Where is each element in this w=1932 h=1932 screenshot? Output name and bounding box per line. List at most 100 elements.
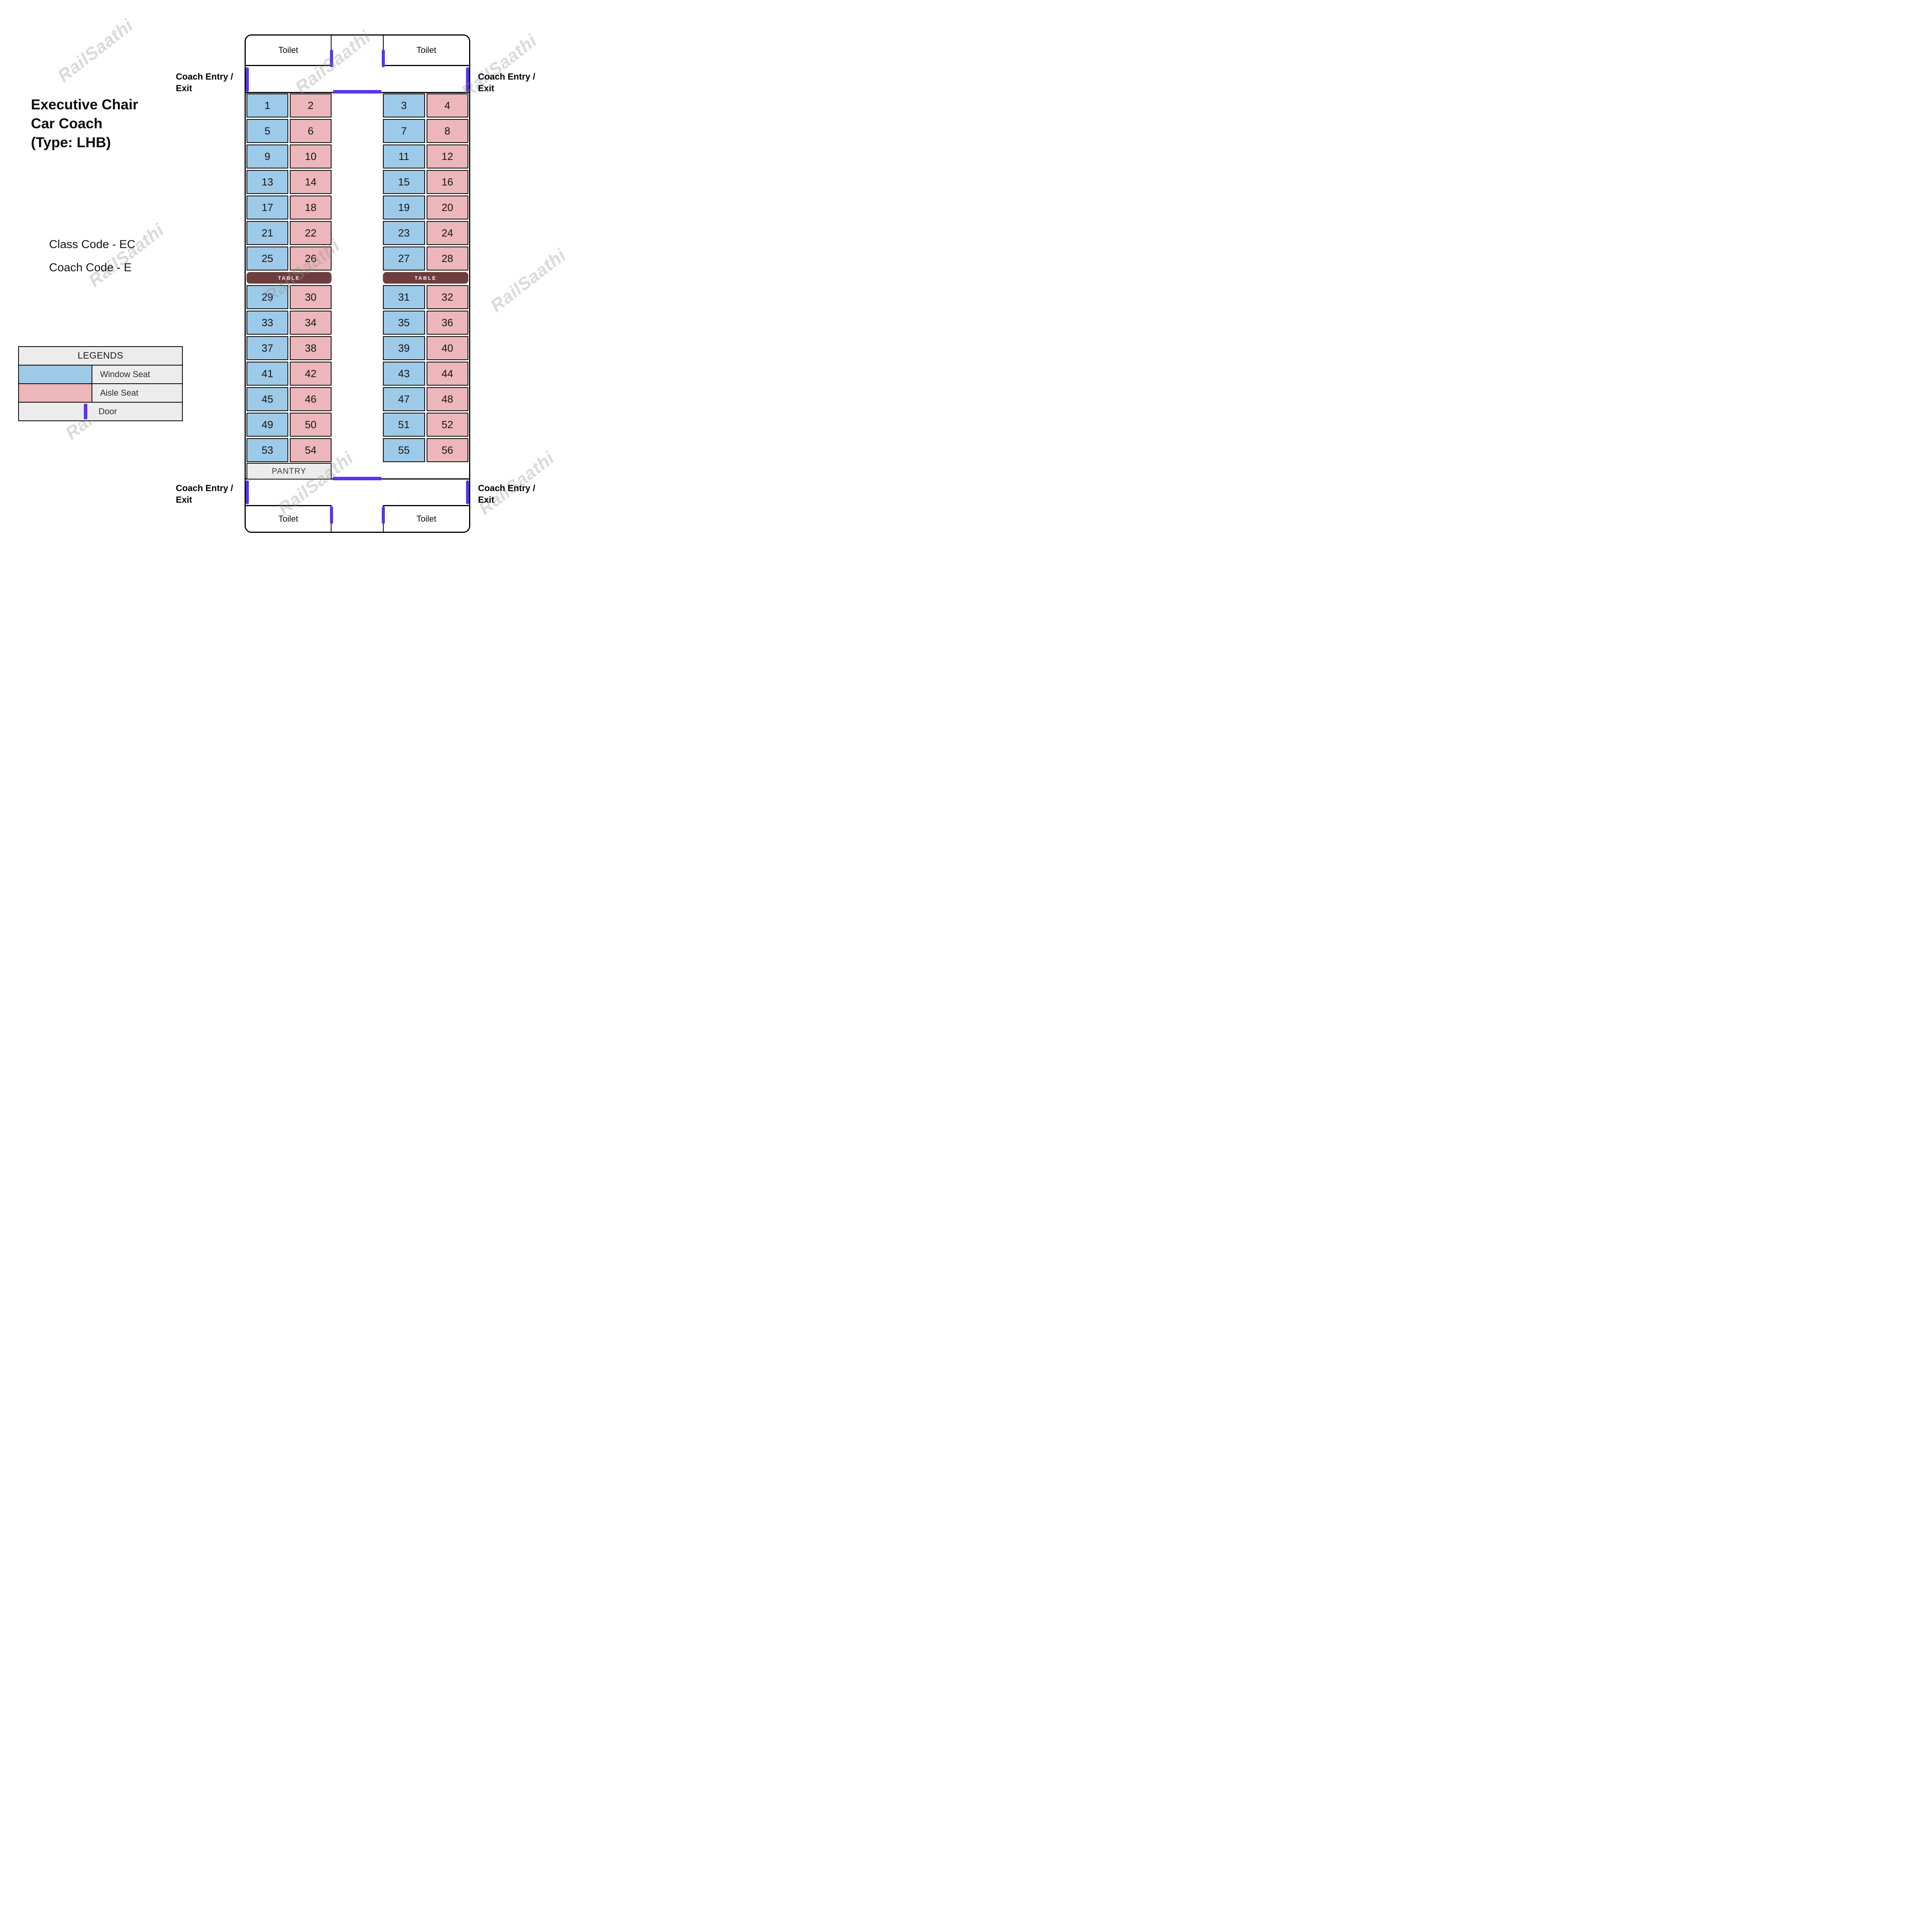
seat-row: 43 44	[383, 362, 468, 386]
seat[interactable]: 11	[383, 145, 425, 168]
seat[interactable]: 41	[247, 362, 288, 386]
seat[interactable]: 37	[247, 336, 288, 360]
door-marker	[330, 506, 333, 524]
seat-row: 9 10	[247, 145, 332, 168]
door-marker	[246, 67, 249, 92]
seat[interactable]: 48	[426, 387, 468, 411]
seat[interactable]: 13	[247, 170, 288, 194]
seat[interactable]: 17	[247, 196, 288, 219]
seat[interactable]: 20	[426, 196, 468, 219]
page-title-line: Executive Chair	[31, 97, 138, 112]
watermark: RailSaathi	[53, 15, 137, 86]
page-title: Executive Chair Car Coach (Type: LHB)	[31, 95, 138, 152]
toilet-bottom-left: Toilet	[246, 505, 332, 532]
seat-row: 27 28	[383, 247, 468, 270]
seat[interactable]: 24	[426, 221, 468, 245]
seat[interactable]: 3	[383, 94, 425, 117]
window-seat-swatch	[19, 366, 92, 383]
coach-codes: Class Code - EC Coach Code - E	[49, 238, 135, 284]
seat-row: 23 24	[383, 221, 468, 245]
seat[interactable]: 51	[383, 413, 425, 437]
pantry-label: PANTRY	[272, 466, 306, 476]
seat[interactable]: 28	[426, 247, 468, 270]
seat[interactable]: 45	[247, 387, 288, 411]
aisle-seat-label: Aisle Seat	[92, 384, 182, 402]
seat[interactable]: 8	[426, 119, 468, 143]
seat[interactable]: 31	[383, 285, 425, 309]
toilet-label: Toilet	[416, 514, 437, 524]
legend-row-door: Door	[19, 403, 182, 420]
seat-row: 29 30	[247, 285, 332, 309]
door-marker	[333, 90, 381, 94]
seat[interactable]: 19	[383, 196, 425, 219]
entry-exit-label-bottom-right: Coach Entry / Exit	[478, 482, 549, 506]
seat[interactable]: 30	[290, 285, 332, 309]
seat[interactable]: 35	[383, 311, 425, 335]
toilet-label: Toilet	[278, 45, 298, 55]
seat-map-page: RailSaathi RailSaathi RailSaathi RailSaa…	[0, 0, 568, 576]
seat[interactable]: 36	[426, 311, 468, 335]
page-title-line: (Type: LHB)	[31, 134, 111, 151]
seat[interactable]: 10	[290, 145, 332, 168]
seat[interactable]: 15	[383, 170, 425, 194]
seat-row: 35 36	[383, 311, 468, 335]
seat[interactable]: 44	[426, 362, 468, 386]
seat[interactable]: 50	[290, 413, 332, 437]
seat[interactable]: 40	[426, 336, 468, 360]
door-marker	[466, 67, 469, 92]
seat-row: 17 18	[247, 196, 332, 219]
legends-header: LEGENDS	[19, 347, 182, 366]
entry-exit-label-bottom-left: Coach Entry / Exit	[176, 482, 247, 506]
seat[interactable]: 33	[247, 311, 288, 335]
seat[interactable]: 56	[426, 438, 468, 462]
seat[interactable]: 1	[247, 94, 288, 117]
seat[interactable]: 32	[426, 285, 468, 309]
seat[interactable]: 22	[290, 221, 332, 245]
seat[interactable]: 9	[247, 145, 288, 168]
seat-row: 55 56	[383, 438, 468, 462]
seat-row: 53 54	[247, 438, 332, 462]
seat[interactable]: 26	[290, 247, 332, 270]
seat-row: 13 14	[247, 170, 332, 194]
seat-row: 11 12	[383, 145, 468, 168]
seat[interactable]: 18	[290, 196, 332, 219]
seat[interactable]: 6	[290, 119, 332, 143]
coach-code: Coach Code - E	[49, 261, 132, 274]
seat[interactable]: 53	[247, 438, 288, 462]
entry-exit-label-top-right: Coach Entry / Exit	[478, 71, 549, 94]
seat[interactable]: 52	[426, 413, 468, 437]
seat[interactable]: 12	[426, 145, 468, 168]
seat-row: 45 46	[247, 387, 332, 411]
seat[interactable]: 38	[290, 336, 332, 360]
toilet-label: Toilet	[278, 514, 298, 524]
seat[interactable]: 54	[290, 438, 332, 462]
aisle-seat-swatch	[19, 384, 92, 402]
seat[interactable]: 2	[290, 94, 332, 117]
seat[interactable]: 5	[247, 119, 288, 143]
seat[interactable]: 29	[247, 285, 288, 309]
seat[interactable]: 16	[426, 170, 468, 194]
door-marker	[466, 480, 469, 504]
seat[interactable]: 25	[247, 247, 288, 270]
seat[interactable]: 14	[290, 170, 332, 194]
seat[interactable]: 34	[290, 311, 332, 335]
seat[interactable]: 43	[383, 362, 425, 386]
seat[interactable]: 7	[383, 119, 425, 143]
seat[interactable]: 39	[383, 336, 425, 360]
seat[interactable]: 42	[290, 362, 332, 386]
seat-row: 25 26	[247, 247, 332, 270]
seat[interactable]: 55	[383, 438, 425, 462]
entry-exit-line: Coach Entry /	[478, 483, 536, 493]
seat[interactable]: 27	[383, 247, 425, 270]
seat[interactable]: 21	[247, 221, 288, 245]
seat[interactable]: 47	[383, 387, 425, 411]
page-title-line: Car Coach	[31, 116, 103, 132]
door-marker	[382, 49, 385, 67]
legend-row-aisle: Aisle Seat	[19, 384, 182, 403]
seat[interactable]: 23	[383, 221, 425, 245]
seat[interactable]: 4	[426, 94, 468, 117]
seat[interactable]: 46	[290, 387, 332, 411]
seat[interactable]: 49	[247, 413, 288, 437]
